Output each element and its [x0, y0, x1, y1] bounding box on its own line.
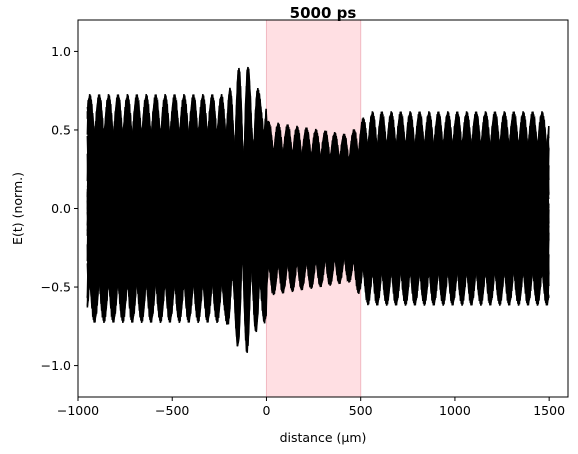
y-tick-label: 1.0 — [51, 44, 71, 59]
y-tick-label: −1.0 — [41, 358, 71, 373]
x-tick-label: 1500 — [533, 403, 565, 418]
y-axis-label: E(t) (norm.) — [10, 172, 25, 245]
x-tick-label: 0 — [262, 403, 270, 418]
x-axis-label: distance (µm) — [280, 430, 367, 445]
x-axis-ticks: −1000 −500 0 500 1000 1500 — [57, 397, 565, 418]
y-tick-label: 0.5 — [51, 122, 71, 137]
chart-title: 5000 ps — [290, 4, 357, 22]
series-lines — [86, 66, 550, 353]
field-snapshot-line — [86, 94, 550, 334]
x-tick-label: −1000 — [57, 403, 99, 418]
y-tick-label: 0.0 — [51, 201, 71, 216]
x-tick-label: 1000 — [439, 403, 471, 418]
x-tick-label: −500 — [155, 403, 189, 418]
y-axis-ticks: −1.0 −0.5 0.0 0.5 1.0 — [41, 44, 78, 373]
x-tick-label: 500 — [349, 403, 373, 418]
y-tick-label: −0.5 — [41, 280, 71, 295]
